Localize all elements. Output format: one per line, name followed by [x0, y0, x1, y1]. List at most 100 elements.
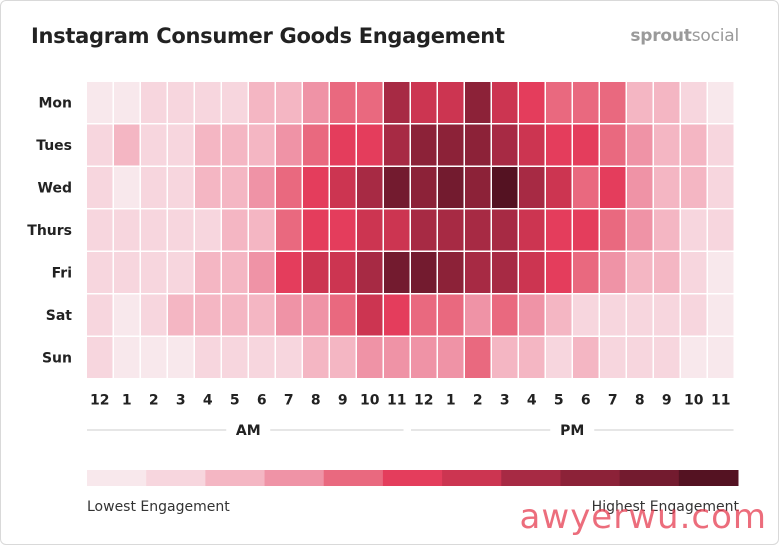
- heatmap-cell: [114, 337, 140, 378]
- column-label: 4: [527, 393, 537, 409]
- column-label: 9: [338, 393, 348, 409]
- column-label: 5: [554, 393, 564, 409]
- column-label: 12: [90, 393, 109, 409]
- column-label: 11: [387, 393, 406, 409]
- column-label: 9: [662, 393, 672, 409]
- heatmap-cell: [384, 82, 410, 123]
- legend-swatch: [146, 470, 206, 486]
- heatmap-cell: [249, 167, 275, 208]
- heatmap-cell: [141, 124, 167, 166]
- heatmap-cell: [249, 209, 275, 251]
- heatmap-cell: [411, 209, 437, 251]
- heatmap-cell: [681, 124, 707, 166]
- legend-swatch: [323, 470, 384, 486]
- brand-logo-light: social: [691, 26, 739, 46]
- heatmap-cell: [519, 82, 545, 123]
- heatmap-cell: [708, 294, 734, 336]
- column-label: 12: [414, 393, 433, 409]
- heatmap-cell: [654, 209, 680, 251]
- column-label: 6: [581, 393, 591, 409]
- legend-swatch: [678, 470, 739, 486]
- column-label: 8: [311, 393, 321, 409]
- legend-swatch: [382, 470, 443, 486]
- heatmap-cell: [573, 82, 599, 123]
- heatmap-cell: [330, 337, 356, 378]
- heatmap-cell: [87, 209, 113, 251]
- heatmap-cell: [708, 82, 734, 123]
- heatmap-cell: [195, 294, 221, 336]
- heatmap-cell: [465, 294, 491, 336]
- heatmap-cell: [600, 167, 626, 208]
- heatmap-cell: [573, 337, 599, 378]
- heatmap-cell: [141, 337, 167, 378]
- column-label: 7: [284, 393, 294, 409]
- row-label: Sat: [46, 308, 73, 324]
- brand-logo: sproutsocial: [630, 26, 739, 46]
- heatmap-cell: [465, 209, 491, 251]
- heatmap-cell: [303, 209, 329, 251]
- heatmap-cell: [465, 167, 491, 208]
- heatmap-cell: [708, 252, 734, 293]
- heatmap-cell: [411, 337, 437, 378]
- watermark: awyerwu.com: [519, 497, 767, 537]
- heatmap-cell: [303, 294, 329, 336]
- heatmap-cell: [87, 167, 113, 208]
- row-label: Mon: [38, 95, 72, 111]
- heatmap-cell: [357, 294, 383, 336]
- heatmap-cell: [168, 294, 194, 336]
- heatmap-cell: [465, 124, 491, 166]
- column-label: 1: [446, 393, 456, 409]
- heatmap-cell: [681, 252, 707, 293]
- heatmap-cell: [87, 337, 113, 378]
- heatmap-cell: [654, 82, 680, 123]
- heatmap-cell: [168, 337, 194, 378]
- heatmap-cell: [384, 167, 410, 208]
- column-label: 4: [203, 393, 213, 409]
- heatmap-cell: [654, 167, 680, 208]
- heatmap-cell: [411, 82, 437, 123]
- heatmap-cell: [519, 209, 545, 251]
- heatmap-cell: [465, 252, 491, 293]
- heatmap-cell: [222, 124, 248, 166]
- legend-swatch: [560, 470, 621, 486]
- heatmap-cell: [303, 167, 329, 208]
- heatmap-cell: [627, 252, 653, 293]
- heatmap-cell: [573, 167, 599, 208]
- heatmap-cell: [384, 209, 410, 251]
- heatmap-cell: [708, 337, 734, 378]
- heatmap-cell: [384, 252, 410, 293]
- heatmap-cell: [276, 167, 302, 208]
- heatmap-cell: [249, 337, 275, 378]
- heatmap-cell: [357, 209, 383, 251]
- heatmap-cell: [222, 294, 248, 336]
- column-label: 10: [684, 393, 704, 409]
- heatmap-cell: [168, 209, 194, 251]
- heatmap-cell: [465, 337, 491, 378]
- heatmap-cell: [492, 124, 518, 166]
- heatmap-cell: [519, 124, 545, 166]
- heatmap-cell: [492, 209, 518, 251]
- column-label: 11: [711, 393, 730, 409]
- heatmap-cell: [546, 167, 572, 208]
- heatmap-cell: [303, 82, 329, 123]
- heatmap-cell: [276, 82, 302, 123]
- heatmap-cell: [168, 167, 194, 208]
- heatmap-cell: [249, 252, 275, 293]
- heatmap-cell: [654, 337, 680, 378]
- heatmap-cell: [249, 294, 275, 336]
- heatmap-cell: [546, 337, 572, 378]
- legend-swatch: [264, 470, 325, 486]
- row-label: Wed: [38, 180, 72, 196]
- column-label: 10: [360, 393, 380, 409]
- legend-swatch: [442, 470, 502, 486]
- heatmap-cell: [330, 294, 356, 336]
- heatmap-cell: [627, 209, 653, 251]
- row-label: Fri: [52, 265, 72, 281]
- heatmap-cell: [681, 294, 707, 336]
- heatmap-cell: [384, 124, 410, 166]
- heatmap-cell: [87, 82, 113, 123]
- heatmap-cell: [600, 294, 626, 336]
- heatmap-cell: [357, 337, 383, 378]
- heatmap-cell: [141, 294, 167, 336]
